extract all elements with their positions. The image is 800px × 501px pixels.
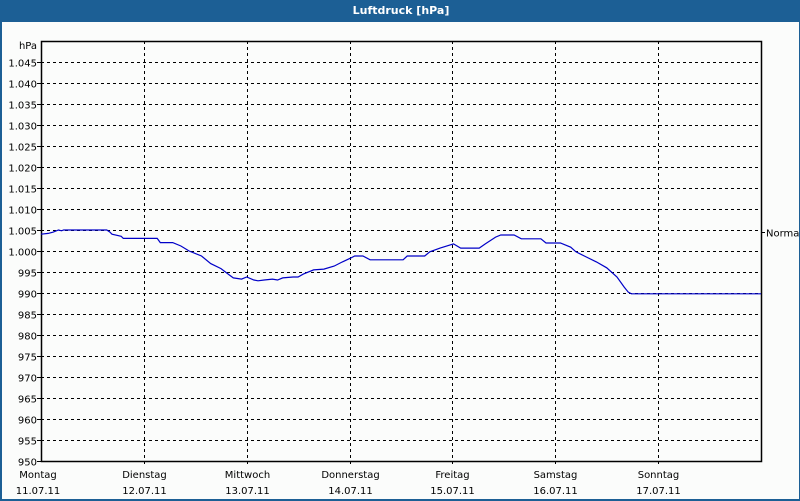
y-tick-label: 1.035	[8, 101, 37, 112]
x-tick-date: 12.07.11	[122, 486, 167, 497]
y-tick-label: 1.025	[8, 143, 37, 154]
x-tick-date: 14.07.11	[328, 486, 373, 497]
y-tick-label: 990	[18, 290, 37, 301]
y-tick-label: 980	[18, 332, 37, 343]
x-tick-day: Donnerstag	[321, 470, 379, 481]
y-tick-label: 985	[18, 311, 37, 322]
y-tick-label: 995	[18, 269, 37, 280]
window-title: Luftdruck [hPa]	[1, 1, 800, 22]
y-tick-label: 975	[18, 353, 37, 364]
y-tick-label: 1.020	[8, 164, 37, 175]
x-tick-day: Mittwoch	[225, 470, 270, 481]
x-tick-date: 16.07.11	[533, 486, 578, 497]
y-tick-label: 965	[18, 395, 37, 406]
x-tick-day: Dienstag	[122, 470, 167, 481]
x-tick-day: Sonntag	[638, 470, 680, 481]
x-tick-day: Montag	[19, 470, 56, 481]
plot-area	[40, 40, 763, 463]
x-tick-day: Freitag	[435, 470, 469, 481]
y-tick-label: 1.000	[8, 248, 37, 259]
x-tick-date: 17.07.11	[636, 486, 681, 497]
normal-label: Normal	[766, 229, 800, 240]
y-tick-label: 1.005	[8, 227, 37, 238]
y-tick-label: 955	[18, 437, 37, 448]
y-tick-label: 1.045	[8, 59, 37, 70]
x-tick-day: Samstag	[534, 470, 578, 481]
y-tick-label: 1.040	[8, 80, 37, 91]
x-tick-date: 15.07.11	[430, 486, 475, 497]
y-axis-unit: hPa	[19, 41, 37, 52]
y-tick-label: 1.015	[8, 185, 37, 196]
x-tick-date: 13.07.11	[225, 486, 270, 497]
y-tick-label: 1.030	[8, 122, 37, 133]
x-tick-date: 11.07.11	[16, 486, 61, 497]
y-tick-label: 1.010	[8, 206, 37, 217]
pressure-line	[40, 229, 761, 295]
y-tick-label: 960	[18, 416, 37, 427]
y-tick-label: 970	[18, 374, 37, 385]
y-tick-label: 950	[18, 458, 37, 469]
